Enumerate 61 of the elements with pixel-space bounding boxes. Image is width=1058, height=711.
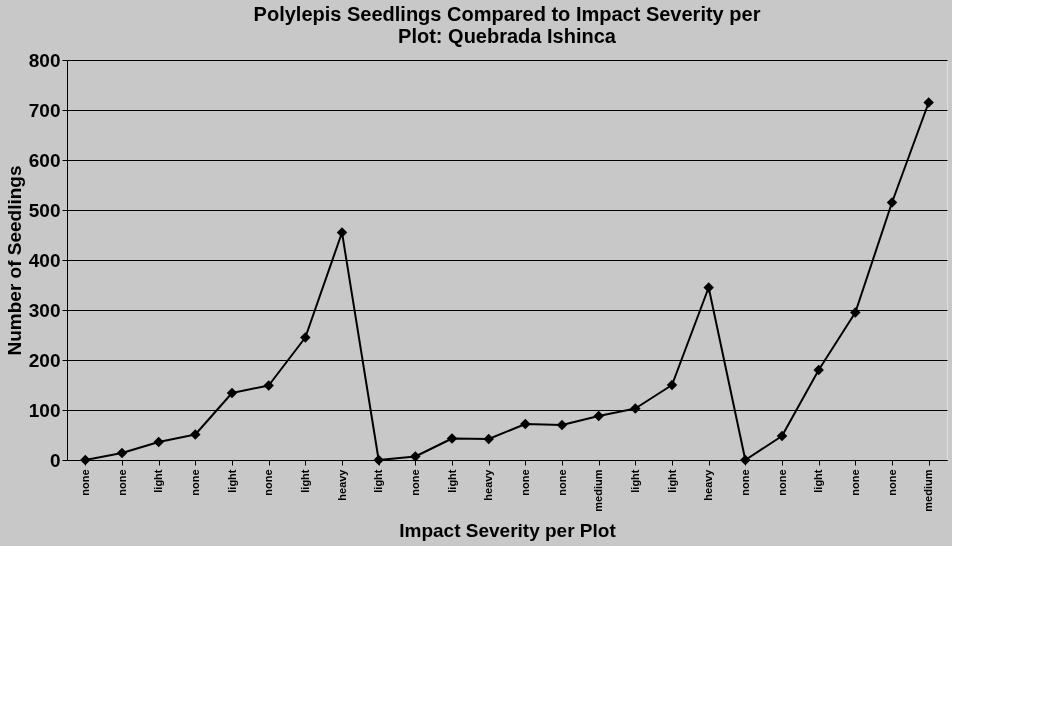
x-tick-label: light (298, 469, 311, 493)
x-tick-label: none (188, 469, 201, 496)
point (850, 307, 861, 318)
point (410, 451, 421, 462)
point (703, 282, 714, 293)
point (520, 418, 531, 430)
y-tick-label: 300 (28, 299, 61, 321)
y-tick-label: 400 (28, 249, 61, 271)
x-tick-label: none (408, 469, 421, 496)
x-tick-label: light (665, 469, 678, 493)
point (630, 403, 641, 414)
y-tick-label: 100 (28, 399, 61, 421)
x-tick-label: light (225, 469, 238, 493)
x-tick-label: heavy (702, 468, 715, 501)
y-tick-label: 800 (28, 49, 61, 71)
point (483, 433, 494, 445)
text: Polylepis Seedlings Compared to Impact Severity per (253, 3, 761, 25)
x-tick-label: none (78, 469, 91, 496)
x-tick-label: heavy (335, 468, 348, 501)
point (886, 197, 898, 208)
point (373, 454, 384, 466)
x-tick-label: medium (592, 469, 605, 512)
x-tick-label: light (628, 469, 641, 493)
y-tick-label: 700 (28, 99, 61, 121)
x-tick-label: light (372, 469, 385, 493)
x-tick-label: none (775, 469, 788, 496)
x-tick-label: light (152, 469, 165, 493)
point (740, 454, 751, 466)
point (153, 436, 164, 448)
point (190, 429, 201, 440)
point (116, 447, 128, 459)
point (336, 227, 348, 238)
x-tick-label: none (262, 469, 275, 496)
x-tick-label: none (885, 469, 898, 496)
point (300, 332, 311, 343)
x-tick-label: none (115, 469, 128, 496)
x-tick-label: none (848, 469, 861, 496)
x-tick-label: none (518, 469, 531, 496)
point (813, 364, 824, 376)
point (263, 380, 274, 391)
x-tick-label: heavy (482, 468, 495, 501)
text: Plot: Quebrada Ishinca (398, 25, 616, 47)
y-tick-label: 600 (28, 149, 61, 171)
y-tick-label: 500 (28, 199, 61, 221)
x-tick-label: medium (922, 469, 935, 512)
x-tick-label: light (812, 469, 825, 493)
point (556, 419, 568, 431)
point (666, 379, 678, 391)
point (226, 387, 238, 399)
point (593, 410, 604, 422)
x-axis-title: Impact Severity per Plot (399, 519, 617, 541)
y-axis-title: Number of Seedlings (3, 165, 25, 356)
point (776, 430, 788, 442)
y-tick-label: 200 (28, 349, 61, 371)
x-tick-label: light (445, 469, 458, 493)
point (446, 433, 458, 444)
point (80, 454, 91, 466)
x-tick-label: none (738, 469, 751, 496)
y-tick-label: 0 (49, 449, 61, 471)
x-tick-label: none (555, 469, 568, 496)
point (923, 97, 934, 108)
